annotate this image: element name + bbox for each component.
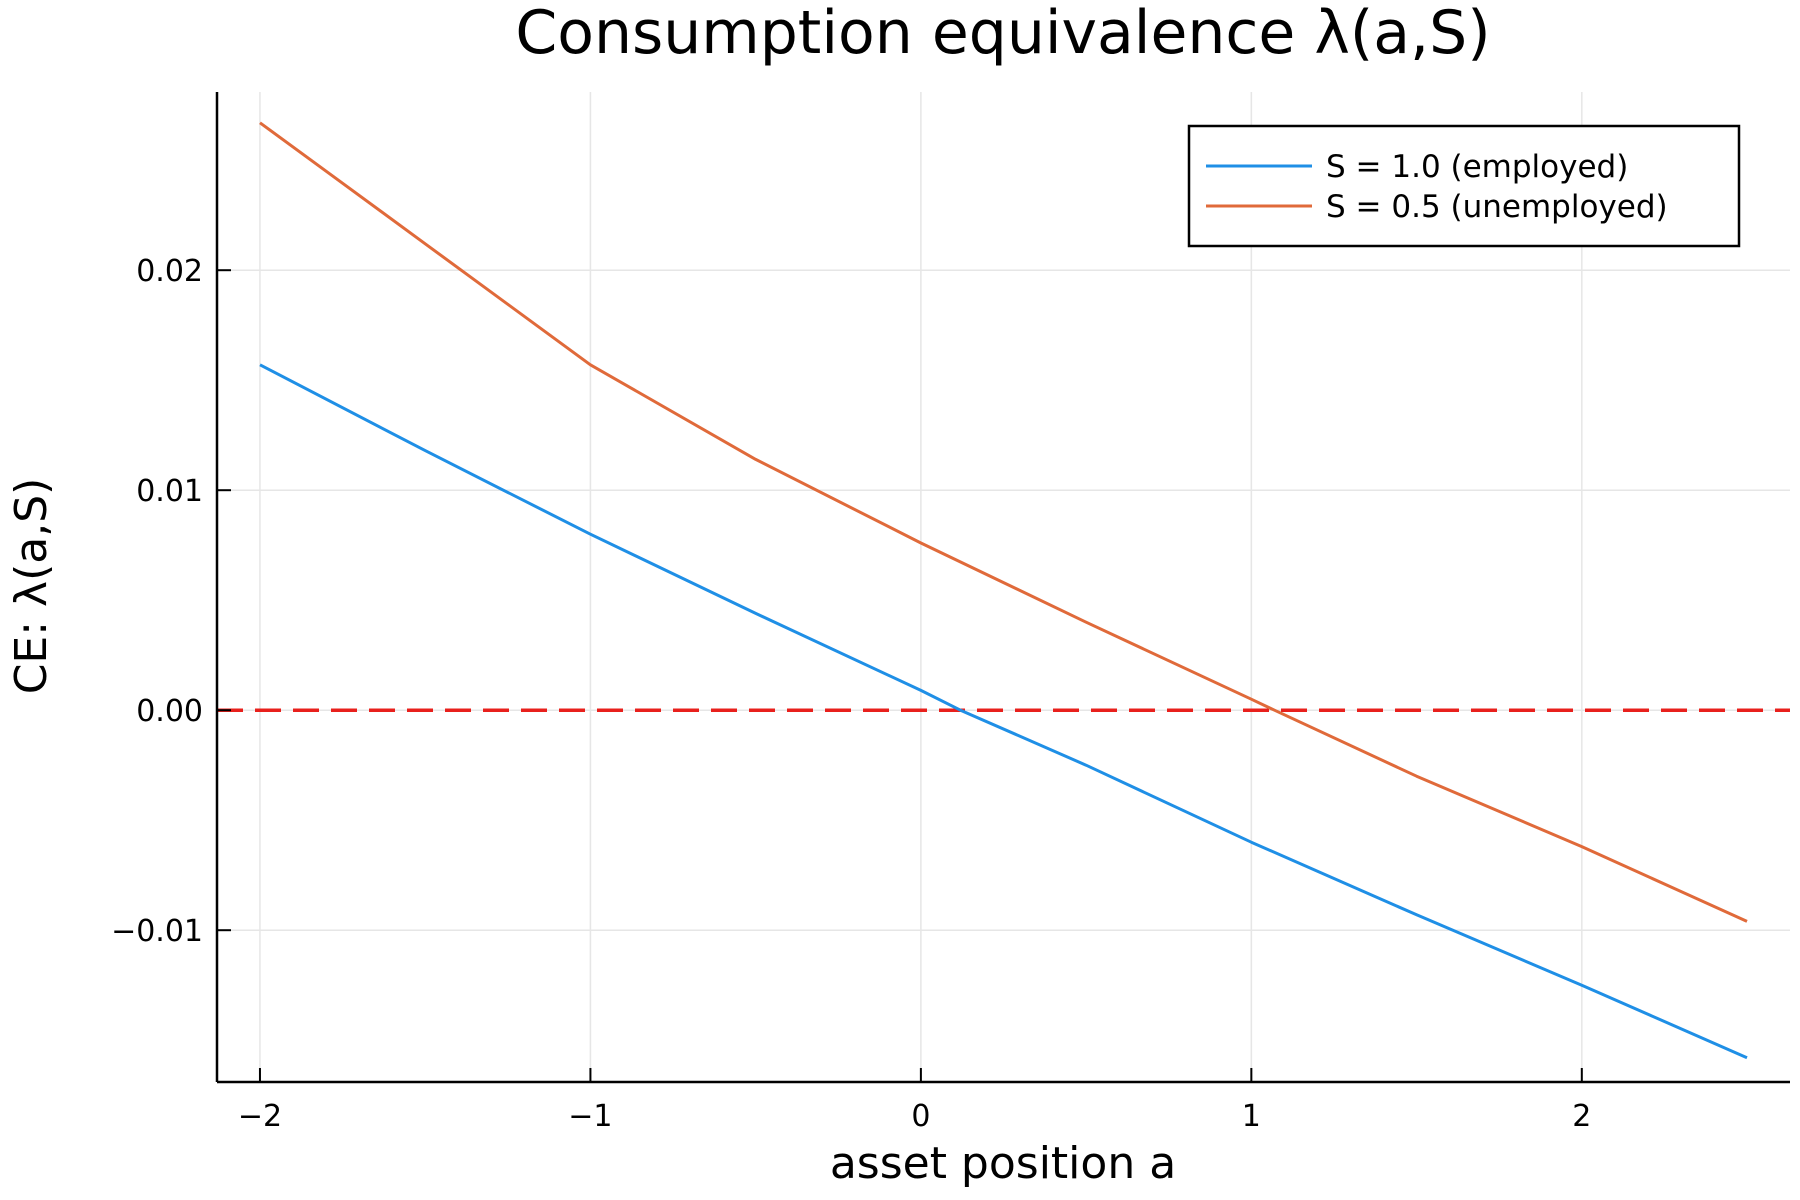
y-tick-label: 0.02 xyxy=(136,254,203,289)
y-tick-label: 0.01 xyxy=(136,474,203,509)
legend-label-employed: S = 1.0 (employed) xyxy=(1326,149,1628,185)
series-group xyxy=(259,121,1748,1060)
y-tick-label: 0.00 xyxy=(136,694,203,729)
legend: S = 1.0 (employed) S = 0.5 (unemployed) xyxy=(1187,124,1741,248)
y-tick-label: −0.01 xyxy=(111,914,203,949)
chart-title: Consumption equivalence λ(a,S) xyxy=(515,0,1490,68)
series-line-employed xyxy=(259,363,1748,1060)
x-axis-title: asset position a xyxy=(830,1138,1176,1189)
y-axis-title: CE: λ(a,S) xyxy=(6,478,57,695)
series-line-unemployed xyxy=(259,121,1748,923)
ticks: −2 −1 0 1 2 −0.01 0.00 0.01 0.02 xyxy=(111,254,1591,1134)
x-tick-label: 0 xyxy=(911,1099,930,1134)
axes xyxy=(215,92,1790,1084)
x-tick-label: 1 xyxy=(1242,1099,1261,1134)
x-tick-label: 2 xyxy=(1572,1099,1591,1134)
legend-label-unemployed: S = 0.5 (unemployed) xyxy=(1326,189,1668,225)
legend-box xyxy=(1187,124,1741,248)
x-tick-label: −2 xyxy=(238,1099,282,1134)
x-tick-label: −1 xyxy=(568,1099,612,1134)
